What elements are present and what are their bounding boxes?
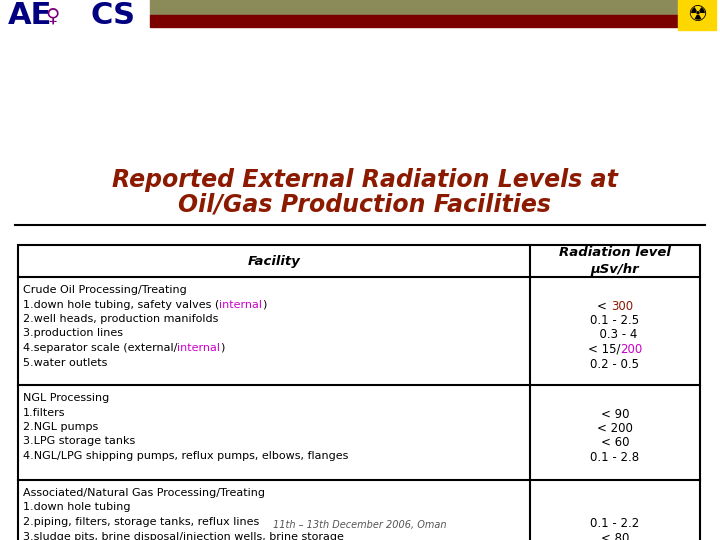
Text: 0.1 - 2.8: 0.1 - 2.8 [590,451,639,464]
Text: internal: internal [177,343,220,353]
Bar [678,0,716,30]
Text: 2.NGL pumps: 2.NGL pumps [23,422,98,432]
Text: AE: AE [8,2,53,30]
Text: 3.sludge pits, brine disposal/injection wells, brine storage: 3.sludge pits, brine disposal/injection … [23,531,344,540]
Text: 0.2 - 0.5: 0.2 - 0.5 [590,357,639,370]
Text: 0.3 - 4: 0.3 - 4 [593,328,638,341]
Text: 4.NGL/LPG shipping pumps, reflux pumps, elbows, flanges: 4.NGL/LPG shipping pumps, reflux pumps, … [23,451,348,461]
Text: NGL Processing: NGL Processing [23,393,109,403]
Text: 0.1 - 2.5: 0.1 - 2.5 [590,314,639,327]
Bar [18,245,700,540]
Text: < 80: < 80 [600,531,629,540]
Text: internal: internal [220,300,262,309]
Text: 2.well heads, production manifolds: 2.well heads, production manifolds [23,314,218,324]
Text: Facility: Facility [248,254,300,267]
Text: 1.filters: 1.filters [23,408,66,417]
Text: 2.piping, filters, storage tanks, reflux lines: 2.piping, filters, storage tanks, reflux… [23,517,259,527]
Text: 11th – 13th December 2006, Oman: 11th – 13th December 2006, Oman [274,520,446,530]
Text: ☢: ☢ [687,5,707,25]
Text: ♀: ♀ [45,6,59,25]
Text: <: < [597,300,611,313]
Text: Reported External Radiation Levels at: Reported External Radiation Levels at [112,168,618,192]
Text: < 15/: < 15/ [588,343,620,356]
Text: 3.production lines: 3.production lines [23,328,123,339]
Text: Associated/Natural Gas Processing/Treating: Associated/Natural Gas Processing/Treati… [23,488,265,498]
Text: Radiation level
μSv/hr: Radiation level μSv/hr [559,246,671,276]
Bar [150,15,680,27]
Text: 300: 300 [611,300,633,313]
Text: 0.1 - 2.2: 0.1 - 2.2 [590,517,639,530]
Text: 3.LPG storage tanks: 3.LPG storage tanks [23,436,135,447]
Text: ): ) [262,300,266,309]
Text: 4.separator scale (external/: 4.separator scale (external/ [23,343,177,353]
Text: Crude Oil Processing/Treating: Crude Oil Processing/Treating [23,285,186,295]
Bar [150,0,680,15]
Text: < 200: < 200 [597,422,633,435]
Text: ): ) [220,343,225,353]
Text: 1.down hole tubing: 1.down hole tubing [23,503,130,512]
Text: Oil/Gas Production Facilities: Oil/Gas Production Facilities [179,193,552,217]
Text: 1.down hole tubing, safety valves (: 1.down hole tubing, safety valves ( [23,300,220,309]
Text: CS: CS [90,2,135,30]
Text: 200: 200 [620,343,642,356]
Text: < 90: < 90 [600,408,629,421]
Text: < 60: < 60 [600,436,629,449]
Text: 5.water outlets: 5.water outlets [23,357,107,368]
